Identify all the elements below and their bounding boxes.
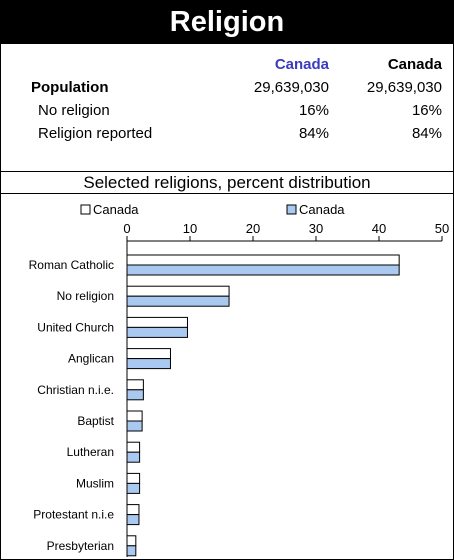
chart-subtitle: Selected religions, percent distribution: [83, 173, 371, 192]
bar: [126, 285, 230, 297]
row-religion-reported-v1: 84%: [298, 125, 329, 142]
bar: [126, 441, 141, 453]
row-population-label: Population: [31, 79, 109, 96]
bar: [126, 535, 137, 547]
bar: [126, 482, 141, 494]
row-religion-reported-label: Religion reported: [38, 125, 153, 142]
bar: [126, 379, 144, 391]
row-population-v1: 29,639,030: [253, 79, 329, 96]
category-label: Roman Catholic: [29, 258, 114, 272]
x-tick-label: 0: [123, 221, 130, 236]
category-label: Muslim: [76, 476, 114, 490]
x-tick-label: 30: [309, 221, 323, 236]
x-tick-label: 40: [372, 221, 386, 236]
bar: [126, 472, 141, 484]
category-label: Presbyterian: [47, 539, 114, 553]
legend-label: Canada: [299, 202, 345, 217]
col2-header: Canada: [387, 56, 442, 73]
row-no-religion-v1: 16%: [298, 102, 329, 119]
x-tick-label: 20: [246, 221, 260, 236]
bar: [126, 295, 230, 307]
bar: [126, 504, 140, 516]
bar: [126, 451, 141, 463]
bar: [126, 326, 188, 338]
category-label: No religion: [57, 289, 114, 303]
bar: [126, 316, 188, 328]
bar: [126, 358, 171, 370]
category-label: Christian n.i.e.: [37, 383, 114, 397]
col1-header: Canada: [274, 56, 329, 73]
bar: [126, 264, 400, 276]
bar: [126, 514, 140, 526]
bar: [126, 420, 143, 432]
legend-swatch: [80, 204, 91, 215]
legend-swatch: [286, 204, 297, 215]
bar: [126, 410, 143, 422]
page-title: Religion: [1, 1, 453, 44]
category-label: Protestant n.i.e: [33, 508, 114, 522]
x-tick-label: 10: [183, 221, 197, 236]
divider: [1, 171, 453, 172]
category-label: Lutheran: [67, 445, 114, 459]
legend-label: Canada: [93, 202, 139, 217]
category-label: Baptist: [77, 414, 114, 428]
divider: [1, 193, 453, 194]
bar: [126, 254, 400, 266]
row-population-v2: 29,639,030: [366, 79, 442, 96]
bar: [126, 389, 144, 401]
row-no-religion-label: No religion: [38, 102, 110, 119]
x-tick-label: 50: [435, 221, 449, 236]
population-table: Canada Canada Population 29,639,030 29,6…: [1, 44, 453, 172]
category-label: United Church: [37, 320, 114, 334]
bar: [126, 348, 171, 360]
row-religion-reported-v2: 84%: [411, 125, 442, 142]
category-label: Anglican: [68, 352, 114, 366]
bar: [126, 545, 137, 557]
row-no-religion-v2: 16%: [411, 102, 442, 119]
